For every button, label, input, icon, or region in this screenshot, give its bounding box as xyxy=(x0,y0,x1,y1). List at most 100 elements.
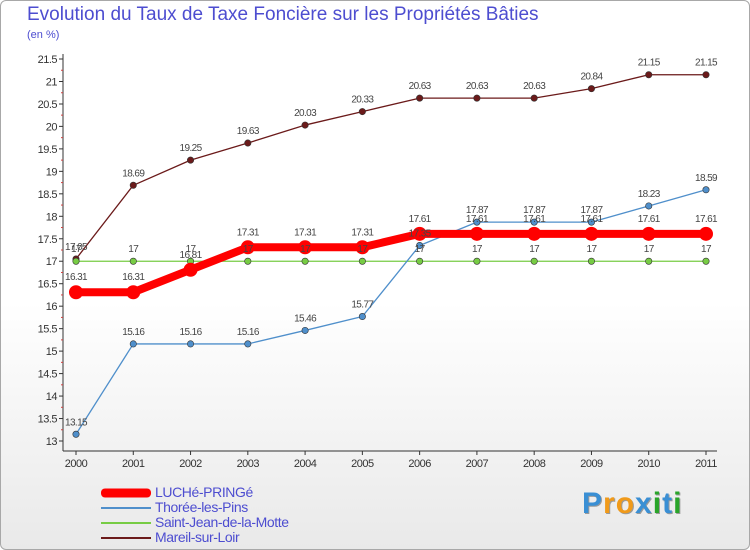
data-label-luche-pringe: 17.31 xyxy=(351,227,374,238)
x-tick-label: 2009 xyxy=(580,458,603,470)
data-label-thoree-les-pins: 17.87 xyxy=(466,205,489,216)
data-point-saint-jean-de-la-motte xyxy=(129,257,137,265)
axes: 13 13.5 14 14.5 15 15.5 16 16.5 17 17.5 18 18.5 19 19… xyxy=(38,54,718,470)
data-label-luche-pringe: 17.61 xyxy=(466,214,489,225)
logo-letter: x xyxy=(635,487,653,520)
data-label-mareil-sur-loir: 19.63 xyxy=(237,126,260,137)
data-point-luche-pringe xyxy=(298,240,313,255)
data-point-luche-pringe xyxy=(183,262,198,277)
y-tick-label: 20 xyxy=(46,121,58,133)
y-tick-label: 21 xyxy=(46,76,58,88)
data-point-thoree-les-pins xyxy=(702,186,710,194)
logo-letter: i xyxy=(673,487,683,520)
chart-unit: (en %) xyxy=(27,29,60,41)
logo-letter: r xyxy=(603,487,616,520)
x-tick-label: 2001 xyxy=(122,458,145,470)
y-tick-label: 15.5 xyxy=(38,324,58,336)
data-point-luche-pringe xyxy=(355,240,370,255)
y-tick-label: 21.5 xyxy=(38,54,58,66)
data-point-thoree-les-pins xyxy=(587,218,595,226)
data-label-mareil-sur-loir: 20.63 xyxy=(409,81,432,92)
data-point-saint-jean-de-la-motte xyxy=(244,257,252,265)
x-tick-label: 2000 xyxy=(65,458,88,470)
legend-swatch-luche-pringe xyxy=(101,488,151,497)
x-tick-label: 2004 xyxy=(294,458,317,470)
data-label-luche-pringe: 17.31 xyxy=(237,227,260,238)
x-tick-label: 2010 xyxy=(637,458,660,470)
legend-item-saint-jean-de-la-motte: Saint-Jean-de-la-Motte xyxy=(101,514,361,530)
data-point-mareil-sur-loir xyxy=(645,71,653,79)
data-label-thoree-les-pins: 15.16 xyxy=(237,327,260,338)
data-point-mareil-sur-loir xyxy=(244,139,252,147)
data-point-luche-pringe xyxy=(69,285,83,300)
legend-item-thoree-les-pins: Thorée-les-Pins xyxy=(101,499,361,515)
y-tick-label: 20.5 xyxy=(38,99,58,111)
data-label-luche-pringe: 17.61 xyxy=(695,214,718,225)
data-label-thoree-les-pins: 15.16 xyxy=(180,327,203,338)
data-point-luche-pringe xyxy=(527,226,542,241)
data-label-thoree-les-pins: 15.77 xyxy=(351,300,374,311)
data-point-mareil-sur-loir xyxy=(530,94,538,102)
data-point-luche-pringe xyxy=(126,285,141,300)
data-label-luche-pringe: 17.61 xyxy=(580,214,603,225)
logo-letter: P xyxy=(582,487,604,520)
logo-letter: i xyxy=(652,487,663,520)
x-tick-label: 2003 xyxy=(237,458,260,470)
data-point-thoree-les-pins xyxy=(645,202,653,210)
legend-label-saint-jean-de-la-motte: Saint-Jean-de-la-Motte xyxy=(155,514,289,530)
data-point-thoree-les-pins xyxy=(416,242,424,250)
data-label-thoree-les-pins: 17.87 xyxy=(523,205,546,216)
data-point-mareil-sur-loir xyxy=(702,71,710,79)
legend-label-thoree-les-pins: Thorée-les-Pins xyxy=(155,499,248,515)
series-line-mareil-sur-loir xyxy=(75,74,707,260)
logo-letter: t xyxy=(662,487,674,520)
y-tick-label: 13 xyxy=(46,436,58,448)
data-label-saint-jean-de-la-motte: 17 xyxy=(644,244,655,255)
data-point-saint-jean-de-la-motte xyxy=(301,257,309,265)
data-label-saint-jean-de-la-motte: 17 xyxy=(186,244,197,255)
data-labels: 17.05 18.69 19.25 19.63 20.03 20.33 20.63 20.63… xyxy=(65,58,719,429)
legend: LUCHé-PRINGé Thorée-les-Pins Saint-Jean-… xyxy=(101,484,361,545)
data-label-luche-pringe: 16.31 xyxy=(122,272,145,283)
y-tick-label: 19.5 xyxy=(38,144,58,156)
data-point-luche-pringe xyxy=(584,226,599,241)
data-point-thoree-les-pins xyxy=(187,340,195,348)
data-point-saint-jean-de-la-motte xyxy=(702,257,710,265)
series-line-luche-pringe xyxy=(72,229,710,297)
data-point-mareil-sur-loir xyxy=(416,94,424,102)
data-label-saint-jean-de-la-motte: 17 xyxy=(357,244,368,255)
data-label-saint-jean-de-la-motte: 17 xyxy=(71,244,82,255)
data-label-mareil-sur-loir: 20.63 xyxy=(523,81,546,92)
data-label-saint-jean-de-la-motte: 17 xyxy=(415,244,426,255)
data-label-thoree-les-pins: 13.15 xyxy=(65,417,88,428)
data-point-thoree-les-pins xyxy=(530,218,538,226)
data-label-thoree-les-pins: 18.23 xyxy=(638,189,661,200)
data-point-luche-pringe xyxy=(641,226,656,241)
data-label-mareil-sur-loir: 21.15 xyxy=(695,58,718,69)
data-point-luche-pringe xyxy=(240,240,255,255)
data-label-saint-jean-de-la-motte: 17 xyxy=(701,244,712,255)
data-point-thoree-les-pins xyxy=(301,326,309,334)
y-tick-label: 16.5 xyxy=(38,279,58,291)
y-tick-label: 17.5 xyxy=(38,234,58,246)
data-point-thoree-les-pins xyxy=(358,313,366,321)
x-tick-label: 2006 xyxy=(408,458,431,470)
x-tick-label: 2002 xyxy=(179,458,202,470)
series-layer xyxy=(69,71,713,438)
data-point-thoree-les-pins xyxy=(473,218,481,226)
y-tick-label: 13.5 xyxy=(38,414,58,426)
data-label-mareil-sur-loir: 20.03 xyxy=(294,108,317,119)
data-label-mareil-sur-loir: 20.33 xyxy=(351,95,374,106)
data-label-mareil-sur-loir: 20.84 xyxy=(580,72,603,83)
legend-item-mareil-sur-loir: Mareil-sur-Loir xyxy=(101,529,361,545)
data-point-luche-pringe xyxy=(699,226,713,241)
data-label-luche-pringe: 17.61 xyxy=(638,214,661,225)
legend-label-luche-pringe: LUCHé-PRINGé xyxy=(155,484,253,500)
legend-swatch-saint-jean-de-la-motte xyxy=(101,521,151,524)
x-tick-label: 2005 xyxy=(351,458,374,470)
x-tick-label: 2007 xyxy=(466,458,489,470)
data-point-saint-jean-de-la-motte xyxy=(358,257,366,265)
data-label-luche-pringe: 16.81 xyxy=(180,250,203,261)
y-tick-label: 15 xyxy=(46,346,58,358)
